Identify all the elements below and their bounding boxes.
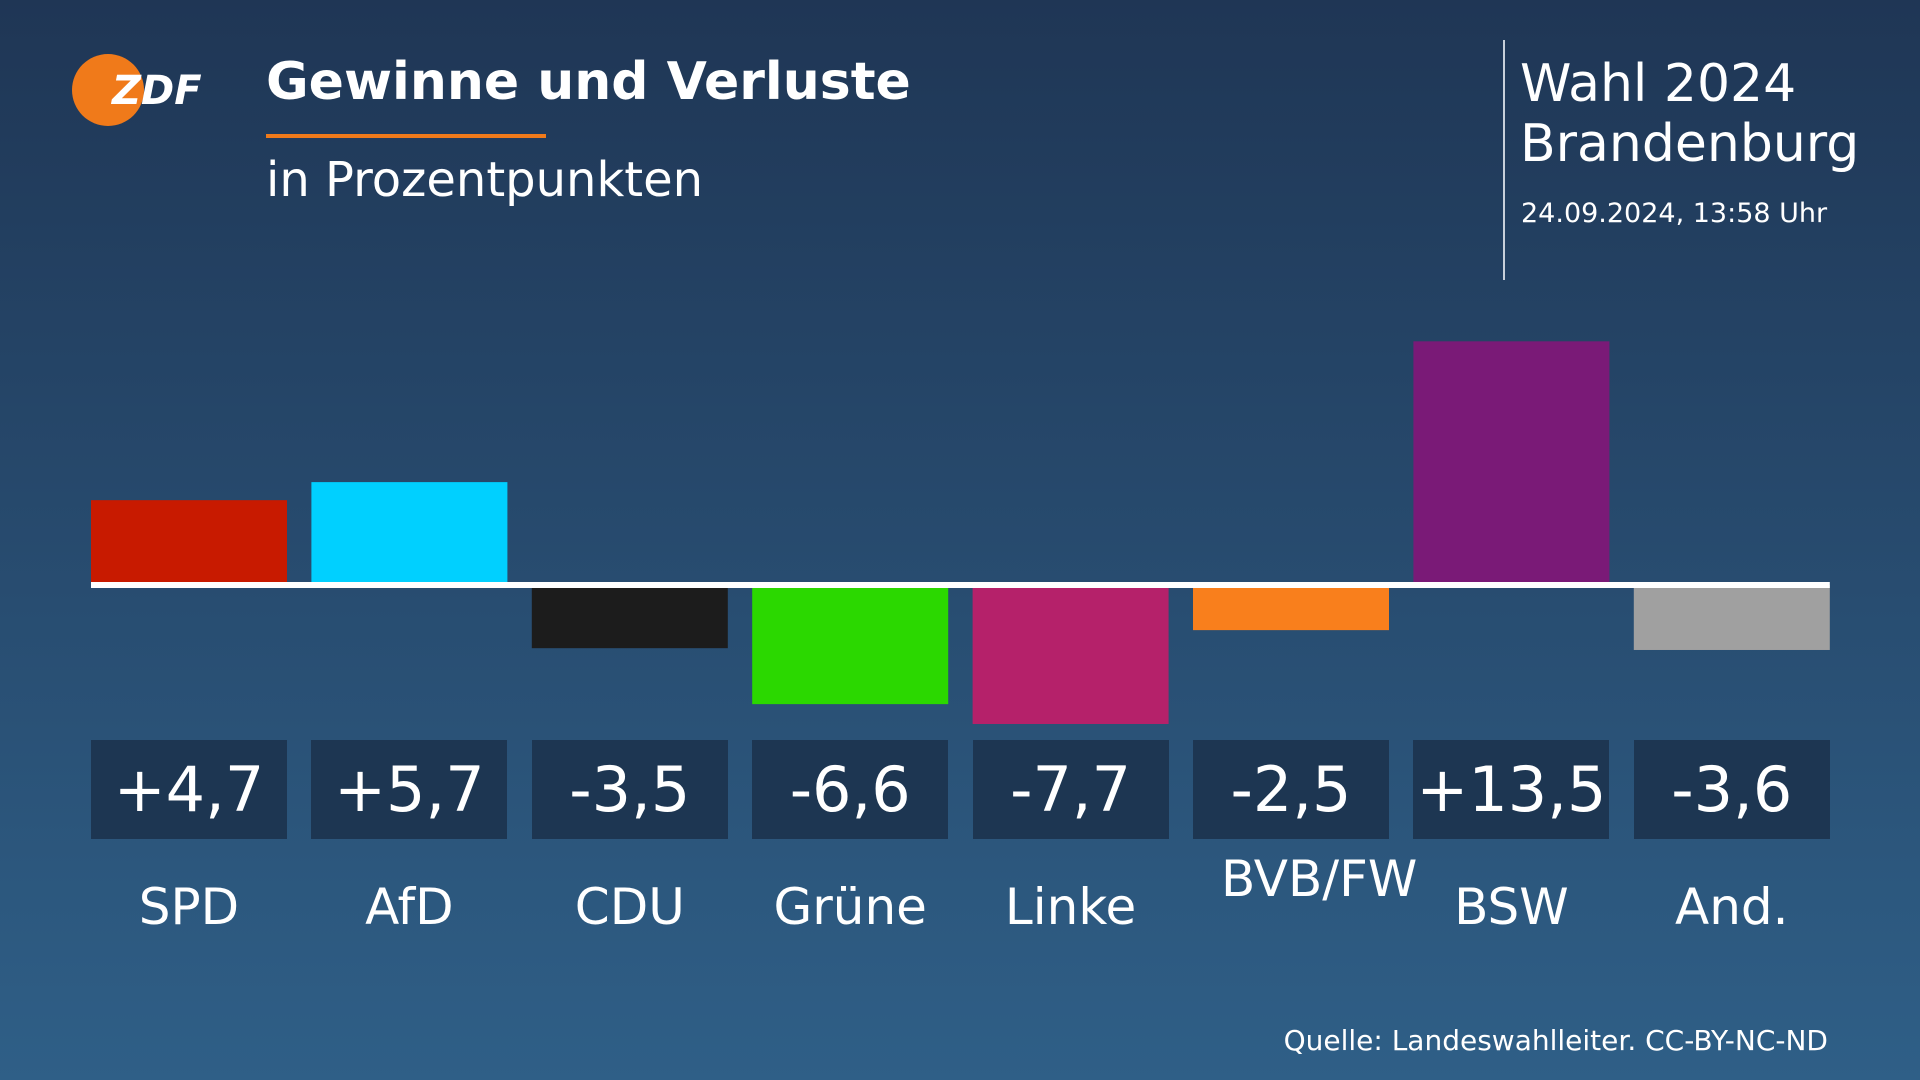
value-label: +5,7: [311, 740, 508, 839]
bar: [531, 585, 728, 649]
date: 24.09.2024, 13:58 Uhr: [1521, 198, 1828, 229]
bar: [972, 585, 1169, 724]
category-label: AfD: [365, 878, 454, 936]
category-label: Grüne: [773, 878, 927, 936]
value-label: -3,6: [1633, 740, 1830, 839]
header-line: Brandenburg: [1520, 114, 1860, 174]
logo-text: ZDF: [110, 68, 202, 114]
value-label: +4,7: [91, 740, 287, 839]
source: Quelle: Landeswahlleiter. CC-BY-NC-ND: [1283, 1024, 1828, 1057]
category-label: CDU: [574, 878, 685, 936]
category-label: BSW: [1454, 878, 1569, 936]
header-line: Wahl 2024: [1520, 54, 1797, 114]
logo: ZDF: [72, 54, 202, 126]
title: Gewinne und Verluste: [266, 52, 911, 112]
bar: [1193, 585, 1389, 631]
value-label: -6,6: [752, 740, 949, 839]
value-label: -7,7: [972, 740, 1169, 839]
bar: [1413, 341, 1610, 585]
bar: [91, 500, 287, 585]
category-label: SPD: [138, 878, 240, 936]
category-label: And.: [1675, 878, 1789, 936]
value-label: -3,5: [531, 740, 728, 839]
subtitle: in Prozentpunkten: [266, 152, 704, 208]
bar: [311, 482, 508, 585]
category-label: BVB/FW: [1221, 850, 1418, 908]
title-underline: [266, 134, 546, 138]
bar: [1633, 585, 1830, 650]
value-label: -2,5: [1193, 740, 1389, 839]
category-label: Linke: [1004, 878, 1137, 936]
divider: [1503, 40, 1505, 280]
bar: [752, 585, 949, 705]
value-label: +13,5: [1413, 740, 1610, 839]
